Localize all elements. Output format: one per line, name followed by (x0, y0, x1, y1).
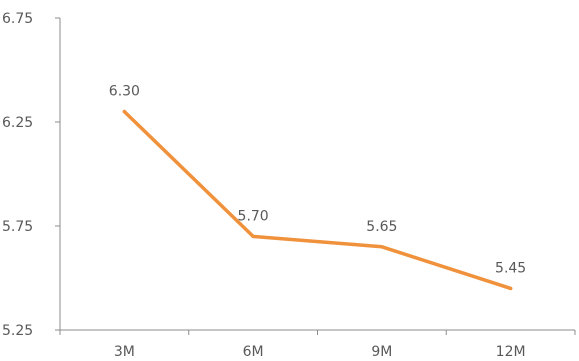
data-point (508, 286, 513, 291)
series (122, 109, 513, 291)
data-label: 5.70 (238, 208, 269, 224)
y-tick-label: 5.75 (2, 219, 33, 235)
data-point (122, 109, 127, 114)
y-tick-label: 6.25 (2, 115, 33, 131)
data-labels: 6.30 5.70 5.65 5.45 (109, 84, 526, 277)
y-tick-label: 6.75 (2, 11, 33, 27)
x-tick-label: 9M (371, 344, 392, 360)
series-line (122, 109, 513, 291)
x-tick-label: 3M (114, 344, 135, 360)
y-axis: 5.25 5.75 6.25 6.75 (2, 11, 61, 339)
y-tick-label: 5.25 (2, 323, 33, 339)
data-label: 6.30 (109, 84, 140, 100)
data-point (380, 245, 384, 249)
x-tick-label: 6M (243, 344, 264, 360)
data-point (251, 234, 255, 239)
data-label: 5.65 (366, 219, 397, 235)
data-label: 5.45 (495, 260, 526, 276)
x-axis: 3M 6M 9M 12M (59, 329, 576, 360)
x-tick-label: 12M (496, 344, 526, 360)
